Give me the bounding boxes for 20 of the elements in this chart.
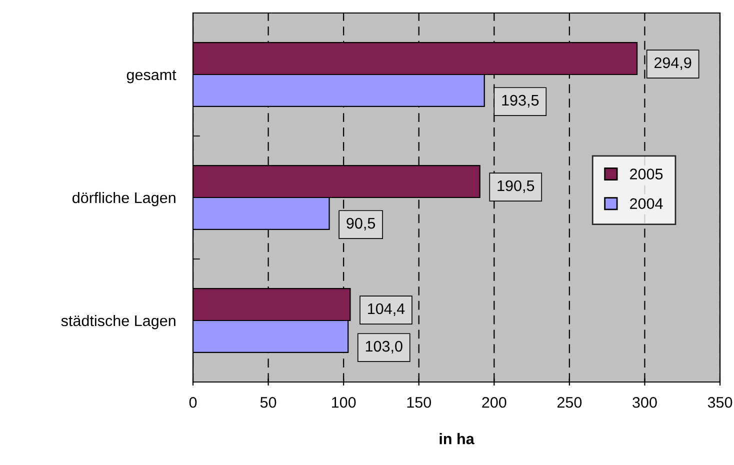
x-tick-label: 350 — [708, 396, 732, 408]
x-axis-title: in ha — [440, 433, 474, 444]
x-tick-label: 50 — [260, 396, 276, 408]
x-tick-label: 200 — [482, 396, 506, 408]
data-label: 190,5 — [498, 180, 534, 193]
legend-label: 2005 — [630, 168, 663, 180]
x-tick-label: 150 — [407, 396, 432, 408]
x-tick-label: 100 — [332, 396, 356, 408]
data-label: 104,4 — [368, 303, 405, 316]
data-label: 193,5 — [502, 94, 539, 108]
data-label: 90,5 — [346, 218, 376, 231]
x-tick-label: 300 — [632, 396, 657, 408]
y-tick-label: städtische Lagen — [61, 314, 176, 330]
y-tick-label: gesamt — [126, 70, 176, 84]
data-label: 103,0 — [366, 340, 402, 354]
legend-label: 2004 — [630, 198, 663, 210]
x-tick-label: 0 — [189, 396, 197, 408]
y-tick-label: dörfliche Lagen — [72, 192, 176, 206]
x-tick-label: 250 — [557, 396, 582, 408]
data-label: 294,9 — [654, 57, 692, 70]
